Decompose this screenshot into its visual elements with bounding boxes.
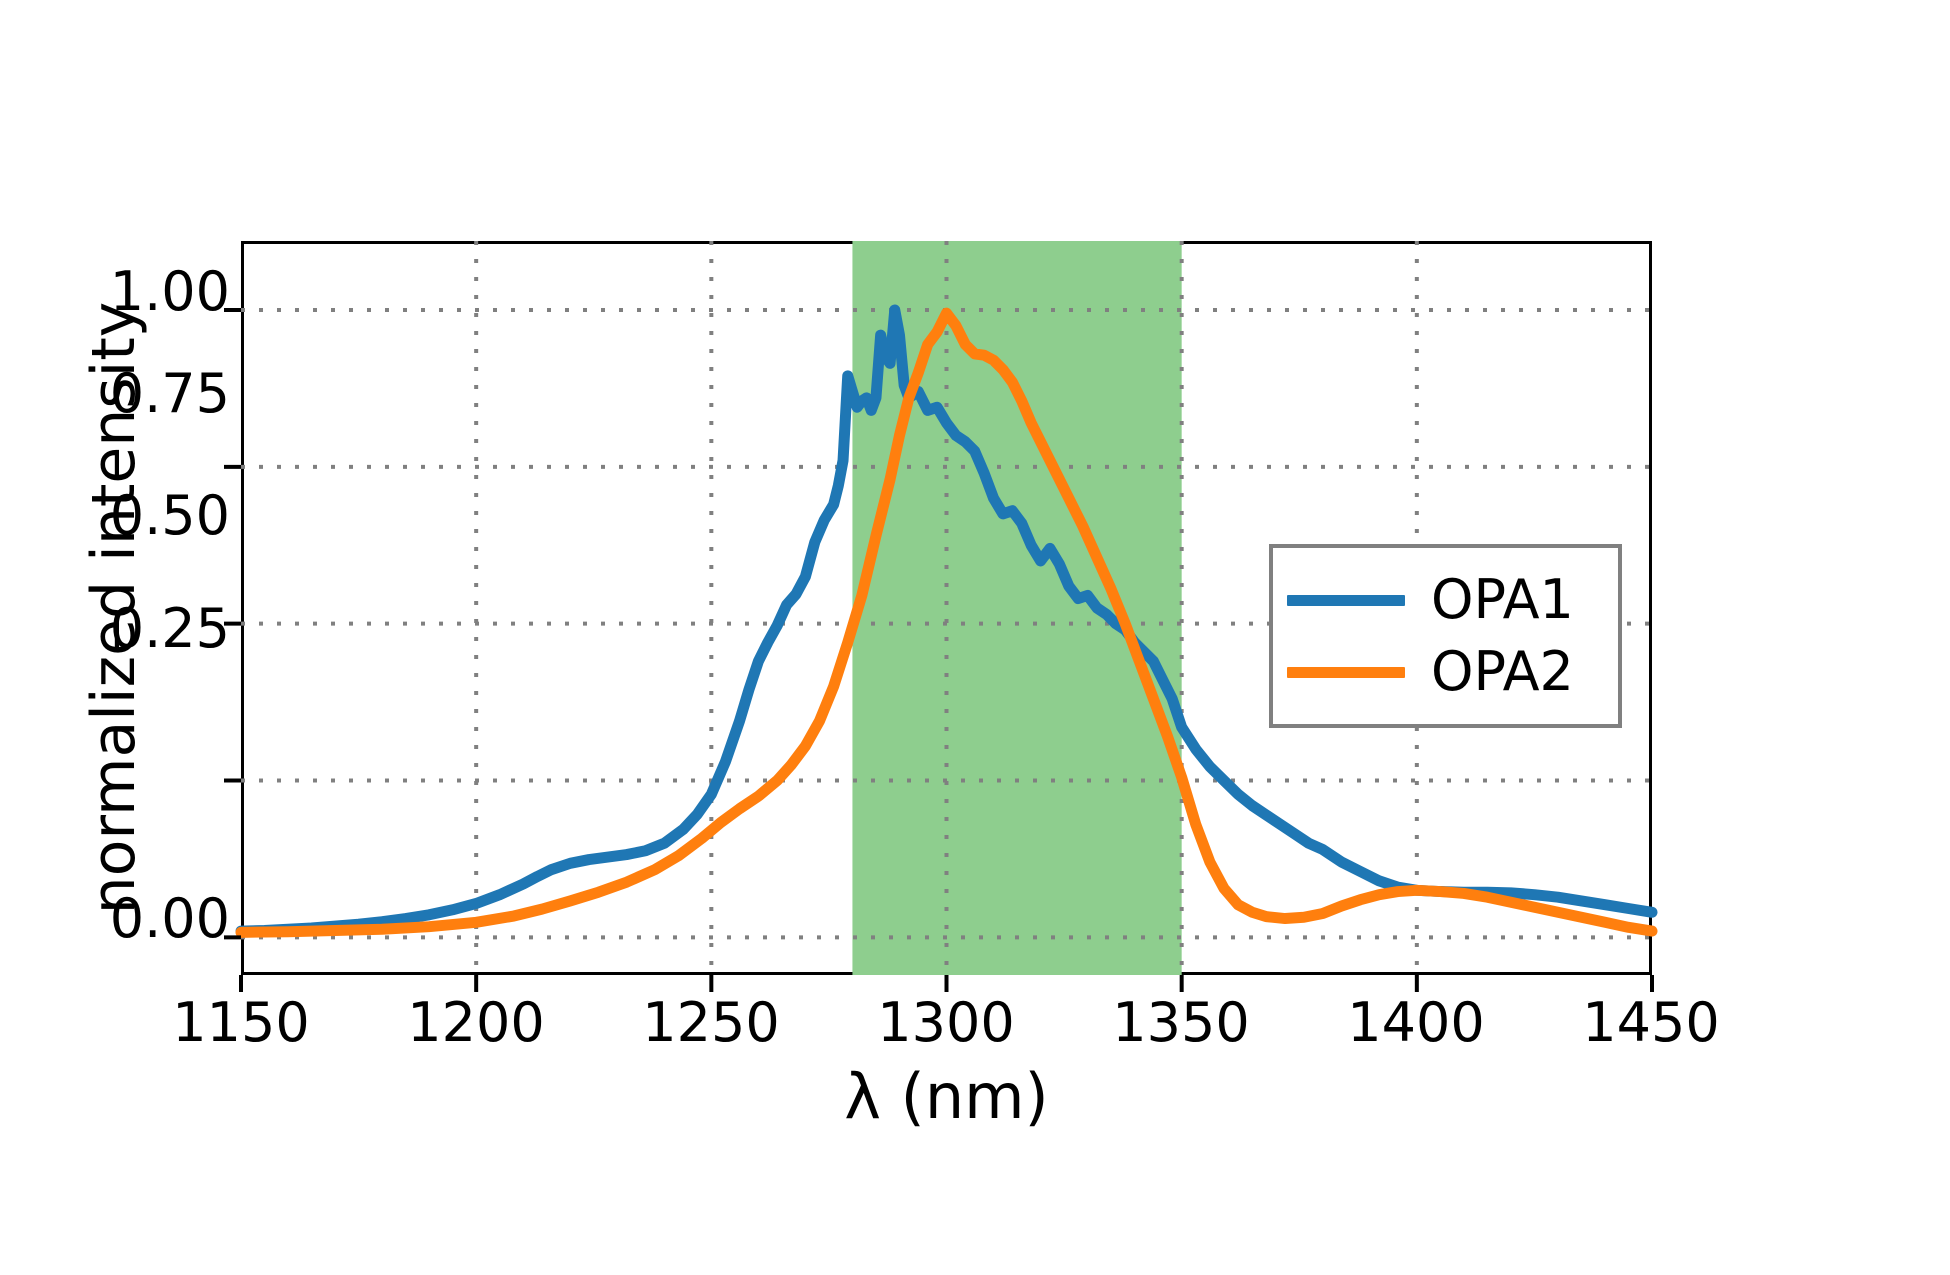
tick-marks-layer	[224, 308, 1654, 992]
y-tick-label-2: 0.50	[109, 484, 230, 547]
x-tick-label-0: 1150	[172, 991, 310, 1054]
legend-swatch-opa2	[1287, 666, 1405, 678]
series-layer	[235, 304, 1658, 938]
legend-entry-opa2: OPA2	[1287, 636, 1604, 708]
x-tick-label-1: 1200	[407, 991, 545, 1054]
y-tick-label-3: 0.75	[109, 362, 230, 425]
y-tick-label-0: 0.00	[109, 887, 230, 950]
y-tick-label-4: 1.00	[109, 260, 230, 323]
x-tick-label-4: 1350	[1112, 991, 1250, 1054]
x-tick-label-5: 1400	[1347, 991, 1485, 1054]
legend-entry-opa1: OPA1	[1287, 564, 1604, 636]
x-axis-label: λ (nm)	[844, 1060, 1049, 1133]
legend-swatch-opa1	[1287, 594, 1405, 606]
plot-area	[224, 241, 1658, 992]
y-tick-label-1: 0.25	[109, 597, 230, 660]
legend-label-opa1: OPA1	[1431, 568, 1574, 631]
series-line-opa1	[235, 304, 1658, 937]
x-tick-label-3: 1300	[877, 991, 1015, 1054]
series-line-opa2	[235, 307, 1658, 938]
x-tick-label-6: 1450	[1582, 991, 1720, 1054]
x-tick-label-2: 1250	[642, 991, 780, 1054]
legend: OPA1 OPA2	[1269, 544, 1622, 728]
legend-label-opa2: OPA2	[1431, 640, 1574, 703]
